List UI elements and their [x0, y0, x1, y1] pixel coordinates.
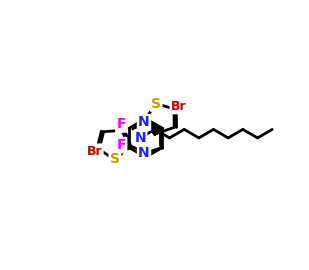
Text: N: N	[134, 131, 146, 145]
Text: F: F	[116, 138, 126, 152]
Text: N: N	[138, 146, 150, 160]
Text: S: S	[151, 96, 161, 110]
Text: Br: Br	[171, 100, 186, 113]
Text: Br: Br	[87, 145, 102, 158]
Text: S: S	[110, 152, 120, 166]
Text: F: F	[116, 117, 126, 131]
Text: N: N	[138, 115, 150, 129]
